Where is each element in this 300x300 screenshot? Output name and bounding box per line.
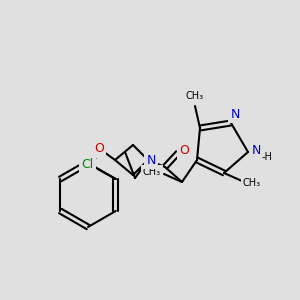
- Text: O: O: [179, 145, 189, 158]
- Text: CH₃: CH₃: [143, 167, 161, 177]
- Text: CH₃: CH₃: [243, 178, 261, 188]
- Text: Cl: Cl: [82, 158, 94, 172]
- Text: N: N: [230, 107, 240, 121]
- Text: N: N: [251, 143, 261, 157]
- Text: O: O: [94, 142, 104, 155]
- Text: CH₃: CH₃: [186, 91, 204, 101]
- Text: -H: -H: [262, 152, 272, 162]
- Text: N: N: [146, 154, 156, 166]
